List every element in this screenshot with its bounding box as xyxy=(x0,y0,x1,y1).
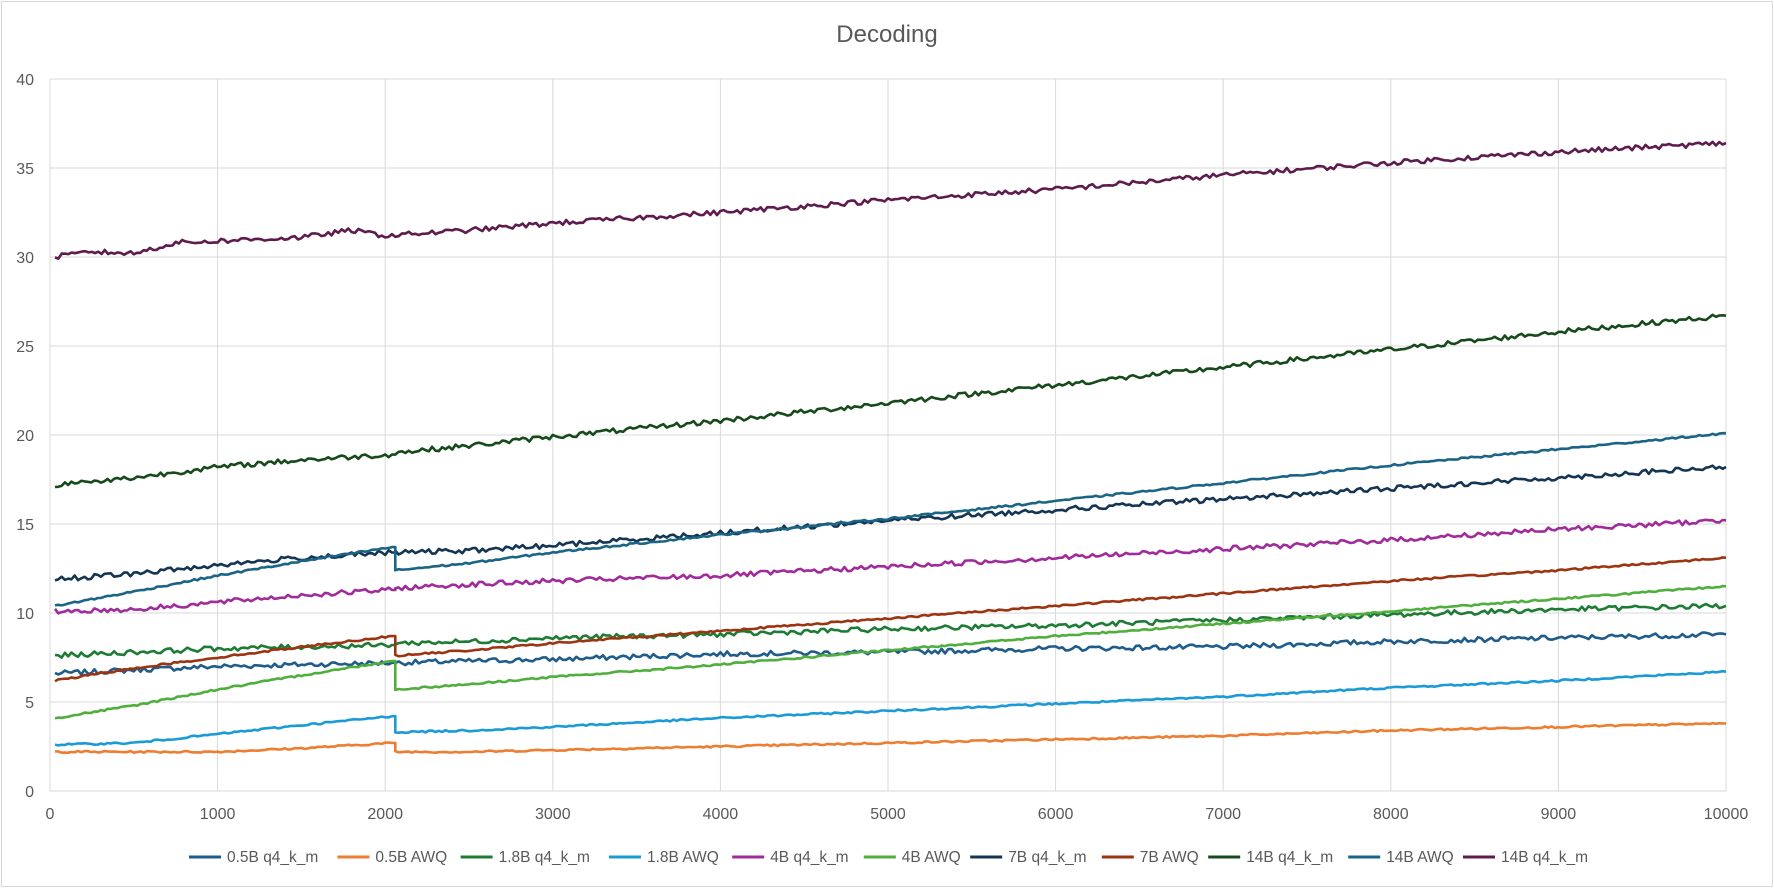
legend-item: 14B AWQ xyxy=(1348,849,1454,866)
legend-label: 0.5B q4_k_m xyxy=(227,849,318,866)
y-tick-label: 10 xyxy=(16,606,34,623)
legend-item: 7B AWQ xyxy=(1101,849,1199,866)
series-line xyxy=(53,518,1727,615)
x-tick-label: 0 xyxy=(46,806,55,823)
legend-item: 4B AWQ xyxy=(863,849,961,866)
legend-item: 1.8B AWQ xyxy=(609,849,719,866)
y-tick-label: 35 xyxy=(16,161,34,178)
legend-label: 4B AWQ xyxy=(902,849,961,866)
legend-label: 14B q4_k_m xyxy=(1501,849,1588,866)
y-tick-label: 30 xyxy=(16,250,34,267)
axis-tick-labels: 0 5 10 15 20 25 30 35 40 0 1000 2000 3000 4000 5000 600… xyxy=(16,72,1748,823)
series-line xyxy=(54,631,1727,676)
y-tick-label: 15 xyxy=(16,517,34,534)
x-tick-label: 4000 xyxy=(703,806,739,823)
series-line xyxy=(54,669,1727,747)
legend-item: 4B q4_k_m xyxy=(732,849,849,866)
series-line xyxy=(54,140,1727,260)
legend-item: 14B q4_k_m xyxy=(1463,849,1588,866)
legend-label: 0.5B AWQ xyxy=(375,849,447,866)
series-line xyxy=(54,584,1727,720)
legend-item: 0.5B q4_k_m xyxy=(189,849,318,866)
x-tick-label: 3000 xyxy=(535,806,571,823)
legend-item: 7B q4_k_m xyxy=(970,849,1087,866)
legend-label: 7B AWQ xyxy=(1140,849,1199,866)
x-tick-label: 6000 xyxy=(1038,806,1074,823)
y-tick-label: 5 xyxy=(25,695,34,712)
legend-item: 1.8B q4_k_m xyxy=(460,849,590,866)
series-line xyxy=(54,721,1727,754)
x-tick-label: 1000 xyxy=(200,806,236,823)
legend-item: 0.5B AWQ xyxy=(337,849,447,866)
y-tick-label: 20 xyxy=(16,428,34,445)
chart-title: Decoding xyxy=(836,21,937,48)
x-tick-label: 9000 xyxy=(1541,806,1577,823)
series-line xyxy=(54,431,1726,607)
legend-label: 14B AWQ xyxy=(1386,849,1453,866)
y-tick-label: 0 xyxy=(25,784,34,801)
series-line xyxy=(54,556,1727,683)
legend-label: 14B q4_k_m xyxy=(1246,849,1333,866)
x-tick-label: 2000 xyxy=(367,806,403,823)
x-tick-label: 8000 xyxy=(1373,806,1409,823)
series-line xyxy=(54,313,1727,489)
y-tick-label: 40 xyxy=(16,72,34,89)
x-tick-label: 5000 xyxy=(870,806,906,823)
legend-item: 14B q4_k_m xyxy=(1208,849,1333,866)
legend: 0.5B q4_k_m 0.5B AWQ 1.8B q4_k_m 1.8B AWQ 4B… xyxy=(189,849,1588,866)
series-line xyxy=(54,602,1727,659)
legend-label: 1.8B AWQ xyxy=(647,849,719,866)
series-lines xyxy=(53,140,1727,754)
legend-label: 1.8B q4_k_m xyxy=(499,849,590,866)
x-tick-label: 7000 xyxy=(1205,806,1241,823)
y-tick-label: 25 xyxy=(16,339,34,356)
x-tick-label: 10000 xyxy=(1704,806,1749,823)
legend-label: 7B q4_k_m xyxy=(1008,849,1086,866)
legend-label: 4B q4_k_m xyxy=(770,849,848,866)
